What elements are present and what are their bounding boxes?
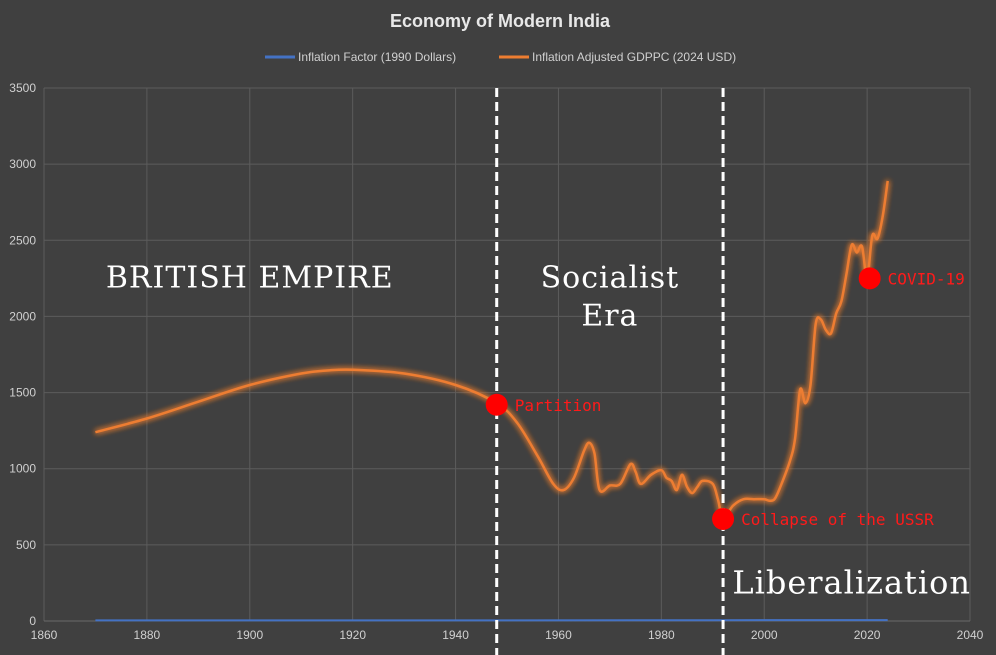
era-label-2-0: Liberalization: [732, 564, 971, 602]
event-label-1: Collapse of the USSR: [741, 510, 934, 529]
event-label-0: Partition: [515, 396, 602, 415]
y-tick-label-2000: 2000: [9, 309, 36, 323]
event-marker-0: [485, 393, 508, 416]
x-tick-label-1960: 1960: [545, 628, 572, 642]
y-tick-label-1000: 1000: [9, 462, 36, 476]
era-label-1-1: Era: [581, 298, 638, 333]
x-tick-label-1900: 1900: [236, 628, 263, 642]
chart-title: Economy of Modern India: [390, 11, 611, 31]
y-tick-label-3000: 3000: [9, 157, 36, 171]
x-tick-label-1920: 1920: [339, 628, 366, 642]
y-tick-label-2500: 2500: [9, 233, 36, 247]
y-tick-label-500: 500: [16, 538, 36, 552]
divider-layer: [495, 88, 725, 655]
legend-label-gdppc: Inflation Adjusted GDPPC (2024 USD): [532, 50, 736, 64]
text-layer: Economy of Modern India Inflation Factor…: [106, 11, 971, 602]
marker-layer: [485, 267, 881, 530]
grid-layer: [43, 87, 971, 622]
x-tick-label-1940: 1940: [442, 628, 469, 642]
y-tick-label-0: 0: [29, 614, 36, 628]
y-tick-label-1500: 1500: [9, 386, 36, 400]
x-tick-label-1980: 1980: [648, 628, 675, 642]
event-marker-2: [858, 267, 881, 290]
event-marker-1: [712, 507, 735, 530]
x-tick-label-2020: 2020: [854, 628, 881, 642]
era-label-0-0: BRITISH EMPIRE: [106, 260, 394, 295]
series-line-1: [95, 180, 889, 519]
x-tick-label-1860: 1860: [31, 628, 58, 642]
event-label-2: COVID-19: [888, 269, 965, 288]
y-tick-label-3500: 3500: [9, 81, 36, 95]
series-layer: [95, 180, 889, 622]
x-tick-label-1880: 1880: [134, 628, 161, 642]
legend-label-inflation: Inflation Factor (1990 Dollars): [298, 50, 456, 64]
x-tick-label-2040: 2040: [957, 628, 984, 642]
era-label-1-0: Socialist: [541, 260, 680, 295]
x-tick-label-2000: 2000: [751, 628, 778, 642]
